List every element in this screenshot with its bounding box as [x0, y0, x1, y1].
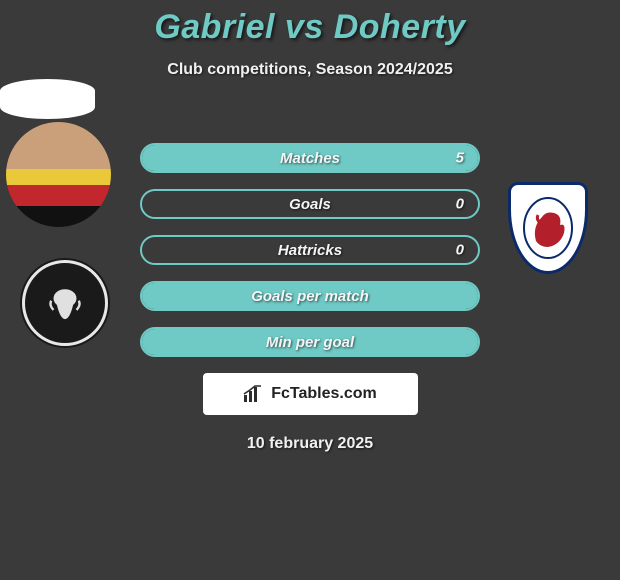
branding-box[interactable]: FcTables.com: [203, 373, 418, 415]
stat-label: Min per goal: [266, 334, 354, 351]
player-left-photo: [6, 122, 111, 227]
stat-row-matches: Matches 5: [140, 143, 480, 173]
subtitle: Club competitions, Season 2024/2025: [0, 61, 620, 79]
stat-label: Goals: [289, 196, 331, 213]
stat-value: 0: [456, 242, 464, 259]
stat-value: 0: [456, 196, 464, 213]
branding-label: FcTables.com: [271, 385, 377, 403]
player-right-photo: [0, 79, 95, 119]
date-line: 10 february 2025: [0, 435, 620, 453]
stat-row-goals: Goals 0: [140, 189, 480, 219]
stats-list: Matches 5 Goals 0 Hattricks 0 Goals per …: [140, 143, 480, 357]
stat-row-gpm: Goals per match: [140, 281, 480, 311]
club-badge-right: [498, 178, 598, 278]
stat-value: 5: [456, 150, 464, 167]
lion-icon: [518, 193, 578, 263]
thistle-icon: [42, 280, 88, 326]
stat-label: Matches: [280, 150, 340, 167]
stat-label: Goals per match: [251, 288, 369, 305]
stat-row-mpg: Min per goal: [140, 327, 480, 357]
stat-row-hattricks: Hattricks 0: [140, 235, 480, 265]
club-badge-left: [20, 258, 110, 348]
page-title: Gabriel vs Doherty: [0, 0, 620, 47]
stat-label: Hattricks: [278, 242, 342, 259]
bars-icon: [243, 385, 265, 403]
